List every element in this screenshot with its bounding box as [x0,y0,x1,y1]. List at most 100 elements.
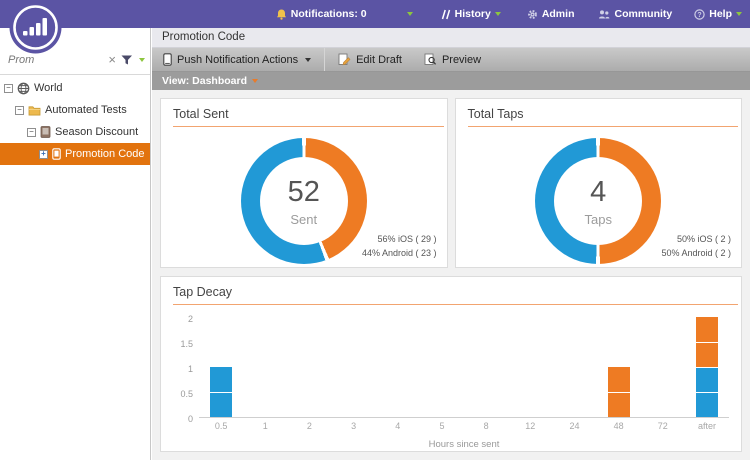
chevron-down-icon [305,57,312,62]
total-taps-unit: Taps [584,211,612,227]
panel-title: Total Taps [467,107,524,121]
view-label: View: Dashboard [162,75,247,87]
chevron-down-icon[interactable] [406,12,413,16]
tree-item-label: Automated Tests [45,104,127,116]
edit-draft-label: Edit Draft [356,53,402,66]
bar-slot [597,367,641,417]
total-taps-legend: 50% iOS ( 2 ) 50% Android ( 2 ) [661,232,731,260]
push-notification-actions-label: Push Notification Actions [177,53,299,66]
x-tick-label: 0.5 [214,421,228,431]
x-tick-label: 8 [483,421,489,431]
notifications-menu[interactable]: Notifications: 0 [276,8,367,20]
search-input[interactable] [8,54,104,66]
x-tick-label: 5 [439,421,445,431]
tap-decay-plot [199,317,729,418]
collapse-icon[interactable]: − [15,105,24,115]
marketo-logo[interactable] [9,1,62,59]
legend-line-android: 44% Android ( 23 ) [361,248,437,258]
bar-slot [199,367,243,417]
tree-search-row: × [0,51,150,69]
total-taps-donut-chart: 4 Taps [535,138,662,264]
edit-draft-button[interactable]: Edit Draft [327,48,413,71]
tree-item-world[interactable]: − World [0,77,150,99]
folder-icon [28,105,41,115]
toolbar-separator [324,48,326,71]
page-title: Promotion Code [152,28,750,48]
filter-icon[interactable] [121,55,134,66]
view-selector[interactable]: View: Dashboard [152,72,750,90]
total-taps-value: 4 [590,175,607,208]
x-tick-label: 24 [569,421,580,431]
push-notification-actions-button[interactable]: Push Notification Actions [152,48,322,71]
admin-menu[interactable]: Admin [527,8,575,20]
total-taps-panel: Total Taps 4 Taps 50% iOS ( 2 ) 50% Andr… [454,98,742,268]
preview-button[interactable]: Preview [413,48,492,71]
total-sent-donut-wrap: 52 Sent [161,138,447,264]
help-menu[interactable]: ? Help [694,8,742,20]
preview-label: Preview [441,53,482,66]
dashboard-content: Total Sent 52 Sent 56% iOS ( 29 ) 44% An… [152,90,750,460]
bar-segment [607,392,630,417]
x-axis-title: Hours since sent [428,439,500,450]
community-label: Community [614,8,673,20]
total-sent-value: 52 [287,175,320,208]
bar-segment [695,367,718,392]
history-menu[interactable]: History [441,8,501,20]
community-menu[interactable]: Community [598,8,672,20]
push-program-icon [52,148,61,160]
top-navigation-bar: Notifications: 0 History Admin Community… [0,0,750,28]
x-tick-label: 48 [613,421,624,431]
tree-item-label: World [34,82,63,94]
notifications-icon [276,9,286,20]
gear-icon [527,9,537,19]
x-tick-label: 3 [351,421,357,431]
navigation-sidebar: × − World − Automated Tests − Season Dis… [0,28,151,460]
tree-item-automated-tests[interactable]: − Automated Tests [0,99,150,121]
x-tick-label: 12 [525,421,536,431]
collapse-icon[interactable]: − [27,127,36,137]
x-axis-labels: 0.5 1 2 3 4 5 8 12 24 48 72 after [199,421,729,431]
tree-item-season-discount[interactable]: − Season Discount [0,121,150,143]
admin-label: Admin [541,8,575,20]
x-tick-label: after [697,421,716,431]
chevron-down-icon[interactable] [139,58,145,62]
divider [173,304,738,305]
chevron-down-icon [736,12,742,16]
collapse-icon[interactable]: − [4,83,13,93]
dashboard-top-row: Total Sent 52 Sent 56% iOS ( 29 ) 44% An… [160,98,742,268]
x-tick-label: 1 [262,421,268,431]
stacked-bar [695,317,718,417]
community-icon [599,9,610,18]
chevron-down-icon [494,12,501,16]
program-tree: − World − Automated Tests − Season Disco… [0,77,150,165]
bar-segment [210,392,233,417]
stacked-bar [607,367,630,417]
y-tick-label: 2 [187,314,193,324]
preview-icon [424,53,437,65]
expand-icon[interactable]: + [39,149,48,159]
total-sent-legend: 56% iOS ( 29 ) 44% Android ( 23 ) [362,232,437,260]
tap-decay-chart: 2 1.5 1 0.5 0 0.5 1 2 3 4 5 8 12 24 48 72 after Hours s… [173,314,733,458]
history-label: History [454,8,491,20]
main-area: Promotion Code Push Notification Actions… [152,28,750,460]
chevron-down-icon [252,79,258,83]
x-tick-label: 72 [657,421,668,431]
tree-item-promotion-code[interactable]: + Promotion Code [0,143,150,165]
program-icon [40,126,51,138]
divider [467,126,738,127]
donut-center: 4 Taps [554,157,643,245]
clear-search-icon[interactable]: × [108,52,116,67]
bar-segment [695,392,718,417]
legend-line-ios: 56% iOS ( 29 ) [377,234,437,244]
y-tick-label: 0.5 [180,389,193,399]
notifications-label: Notifications: 0 [290,8,367,20]
divider [0,74,150,75]
bar-segment [607,367,630,392]
svg-text:?: ? [698,12,702,19]
y-tick-label: 0 [187,414,193,424]
y-tick-label: 1.5 [180,339,193,349]
legend-line-android: 50% Android ( 2 ) [661,248,731,258]
divider [173,126,444,127]
help-icon: ? [694,8,705,20]
